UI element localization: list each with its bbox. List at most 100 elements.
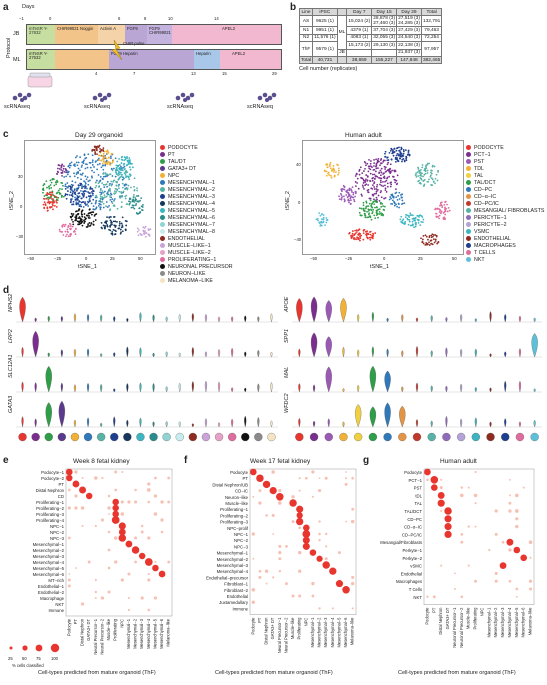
tsne-point bbox=[102, 224, 105, 227]
tsne-point bbox=[120, 205, 123, 208]
tsne-point bbox=[400, 196, 403, 199]
violin bbox=[518, 380, 521, 393]
tsne-point bbox=[402, 149, 405, 151]
tsne-point bbox=[435, 173, 438, 176]
tsne-point bbox=[417, 167, 420, 170]
tsne-point bbox=[335, 171, 337, 173]
tsne-point bbox=[443, 203, 446, 206]
tsne-point bbox=[383, 175, 386, 178]
dotplot-dot bbox=[265, 514, 268, 517]
tsne-point bbox=[43, 195, 46, 197]
legend-label: MESENCHYMAL−7 bbox=[168, 221, 215, 228]
dotplot-row-label: NKT bbox=[413, 595, 422, 600]
tsne-point bbox=[368, 236, 371, 239]
tsne-point bbox=[50, 191, 52, 194]
cluster-dot bbox=[383, 432, 392, 442]
dotplot-col-label: Mesenchymal−3 bbox=[139, 618, 144, 649]
tsne-point bbox=[126, 187, 129, 190]
tsne-point bbox=[131, 199, 134, 202]
tsne-point bbox=[115, 164, 118, 167]
tsne-point bbox=[136, 195, 138, 197]
tsne-point bbox=[144, 225, 147, 228]
tsne-point bbox=[120, 162, 123, 164]
tsne-point bbox=[105, 173, 107, 176]
dotplot-row-label: Fibroblast−2 bbox=[224, 588, 248, 593]
tsne-point bbox=[88, 215, 90, 217]
violin bbox=[474, 417, 477, 428]
tsne-point bbox=[79, 184, 82, 187]
tsne-point bbox=[66, 230, 69, 233]
tsne-point bbox=[115, 190, 118, 193]
dotplot-dot bbox=[298, 489, 301, 492]
violin bbox=[342, 346, 345, 358]
tsne-point bbox=[377, 208, 380, 211]
tsne-point bbox=[333, 171, 335, 173]
tsne-point bbox=[90, 202, 93, 205]
tsne-point bbox=[404, 149, 407, 152]
tsne-point bbox=[343, 188, 346, 191]
tsne-point bbox=[338, 198, 341, 201]
tsne-point bbox=[91, 159, 94, 162]
tsne-point bbox=[392, 149, 394, 151]
tsne-point bbox=[368, 202, 371, 205]
tsne-point bbox=[136, 187, 138, 190]
tsne-point bbox=[142, 230, 145, 233]
tsne-point bbox=[73, 189, 76, 191]
tsne-point bbox=[395, 154, 398, 157]
tsne-point bbox=[83, 222, 86, 224]
tsne-point bbox=[389, 185, 392, 188]
tsne-point bbox=[398, 146, 400, 149]
tsne-point bbox=[440, 210, 443, 213]
tsne-point bbox=[388, 175, 391, 178]
tsne-cluster bbox=[388, 191, 406, 209]
legend-label: ENDOTHELIAL bbox=[474, 235, 511, 242]
dotplot-dot bbox=[424, 468, 431, 476]
tsne-point bbox=[417, 175, 420, 177]
tsne-point bbox=[360, 193, 363, 196]
tsne-point bbox=[364, 167, 366, 170]
tsne-point bbox=[419, 224, 422, 227]
dotplot-dot bbox=[147, 608, 151, 612]
tsne-point bbox=[78, 205, 81, 207]
tsne-point bbox=[375, 167, 378, 170]
tsne-point bbox=[69, 225, 72, 228]
violin bbox=[231, 387, 234, 393]
tsne-point bbox=[51, 201, 54, 204]
legend-item: TAL/DT bbox=[160, 158, 233, 165]
tsne-point bbox=[402, 150, 405, 153]
dotplot-dot bbox=[345, 520, 347, 523]
tsne-point bbox=[115, 171, 117, 174]
tsne-point bbox=[364, 181, 367, 184]
tsne-point bbox=[363, 209, 366, 212]
legend-swatch bbox=[160, 187, 165, 192]
violin bbox=[445, 347, 448, 358]
tsne-point bbox=[375, 158, 377, 161]
tsne-point bbox=[325, 174, 328, 177]
panel-label-b: b bbox=[290, 2, 297, 13]
violin bbox=[369, 365, 377, 393]
dotplot-dot bbox=[460, 540, 464, 544]
tsne-point bbox=[85, 226, 88, 228]
tsne-point bbox=[389, 150, 392, 152]
tsne-point bbox=[351, 186, 354, 189]
dotplot-col-label: Neural Precursor−2 bbox=[283, 617, 288, 653]
tsne-point bbox=[53, 204, 56, 207]
tsne-point bbox=[127, 160, 129, 163]
tsne-point bbox=[91, 188, 94, 190]
tsne-point bbox=[375, 206, 378, 208]
tsne-point bbox=[71, 218, 73, 221]
tsne-point bbox=[141, 206, 144, 208]
tsne-point bbox=[77, 184, 80, 186]
violin bbox=[244, 315, 247, 323]
dotplot-dot bbox=[296, 505, 304, 513]
chir-pulse-icon bbox=[111, 39, 123, 61]
violin bbox=[504, 418, 507, 428]
tsne-point bbox=[125, 164, 128, 167]
legend-label: NKT bbox=[474, 256, 485, 263]
tsne-point bbox=[123, 165, 126, 168]
tsne-point bbox=[120, 231, 122, 234]
dotplot-dot bbox=[345, 477, 348, 480]
tsne-point bbox=[69, 175, 71, 178]
tsne-point bbox=[89, 195, 92, 198]
dotplot-col-label: Proliferating bbox=[473, 607, 478, 630]
